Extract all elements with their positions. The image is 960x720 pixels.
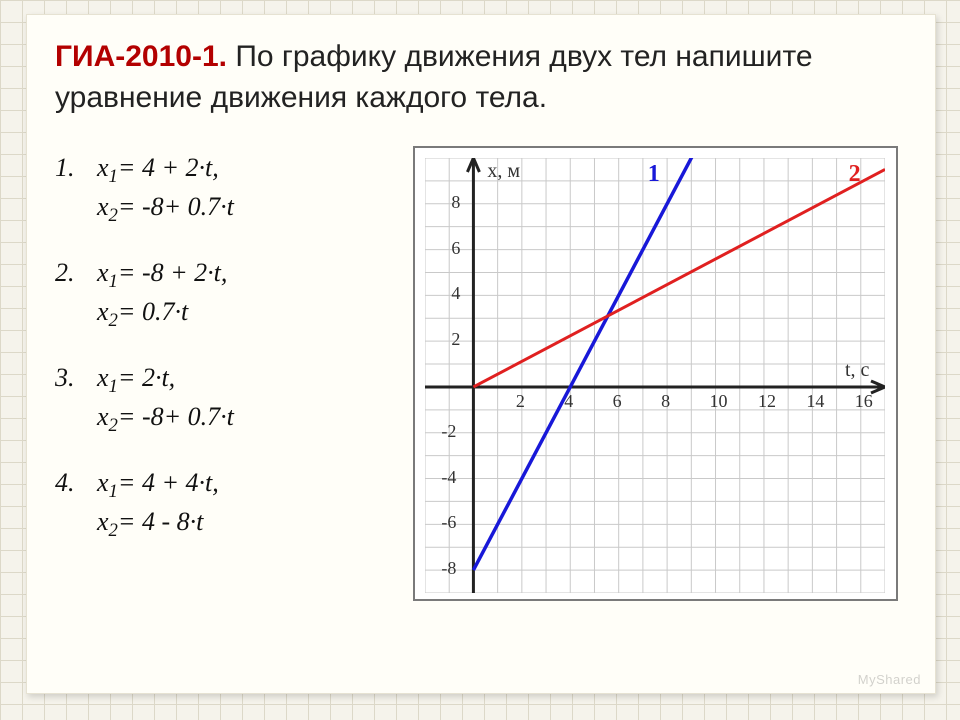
- line: x2= -8+ 0.7·t: [97, 399, 234, 438]
- tick-label: -4: [441, 467, 456, 488]
- option-3: 3. x1= 2·t, x2= -8+ 0.7·t: [55, 360, 395, 439]
- line: x1= 4 + 2·t,: [97, 150, 234, 189]
- tick-label: 6: [451, 238, 460, 259]
- option-number: 3.: [55, 360, 97, 439]
- chart-svg: [425, 158, 885, 593]
- tick-label: 10: [710, 391, 728, 412]
- line: x2= -8+ 0.7·t: [97, 189, 234, 228]
- option-number: 1.: [55, 150, 97, 229]
- graph-paper-background: ГИА-2010-1. По графику движения двух тел…: [0, 0, 960, 720]
- chart-frame: 2468101214162468-2-4-6-8t, сх, м12: [413, 146, 898, 601]
- tick-label: -8: [441, 558, 456, 579]
- tick-label: -2: [441, 421, 456, 442]
- tick-label: 2: [451, 329, 460, 350]
- tick-label: 12: [758, 391, 776, 412]
- option-4: 4. x1= 4 + 4·t, x2= 4 - 8·t: [55, 465, 395, 544]
- answer-options: 1. x1= 4 + 2·t, x2= -8+ 0.7·t 2. x1= -8 …: [55, 146, 395, 601]
- problem-title: ГИА-2010-1. По графику движения двух тел…: [55, 37, 907, 118]
- series-2: [473, 169, 885, 387]
- series-label-2: 2: [849, 161, 861, 188]
- option-body: x1= 4 + 2·t, x2= -8+ 0.7·t: [97, 150, 234, 229]
- option-body: x1= -8 + 2·t, x2= 0.7·t: [97, 255, 227, 334]
- series-label-1: 1: [648, 161, 660, 188]
- axis-label: х, м: [487, 160, 520, 183]
- line: x2= 0.7·t: [97, 294, 227, 333]
- line: x1= 2·t,: [97, 360, 234, 399]
- tick-label: 16: [855, 391, 873, 412]
- axis-label: t, с: [845, 359, 869, 382]
- tick-label: 14: [806, 391, 824, 412]
- title-prefix: ГИА-2010-1.: [55, 40, 227, 73]
- tick-label: 4: [451, 283, 460, 304]
- tick-label: 6: [613, 391, 622, 412]
- tick-label: 8: [451, 192, 460, 213]
- tick-label: -6: [441, 512, 456, 533]
- content-row: 1. x1= 4 + 2·t, x2= -8+ 0.7·t 2. x1= -8 …: [55, 146, 907, 601]
- tick-label: 8: [661, 391, 670, 412]
- line: x2= 4 - 8·t: [97, 504, 219, 543]
- option-number: 4.: [55, 465, 97, 544]
- option-number: 2.: [55, 255, 97, 334]
- option-body: x1= 2·t, x2= -8+ 0.7·t: [97, 360, 234, 439]
- tick-label: 2: [516, 391, 525, 412]
- option-body: x1= 4 + 4·t, x2= 4 - 8·t: [97, 465, 219, 544]
- tick-label: 4: [564, 391, 573, 412]
- option-2: 2. x1= -8 + 2·t, x2= 0.7·t: [55, 255, 395, 334]
- line: x1= -8 + 2·t,: [97, 255, 227, 294]
- watermark: MyShared: [858, 672, 921, 687]
- line: x1= 4 + 4·t,: [97, 465, 219, 504]
- slide-card: ГИА-2010-1. По графику движения двух тел…: [26, 14, 936, 694]
- option-1: 1. x1= 4 + 2·t, x2= -8+ 0.7·t: [55, 150, 395, 229]
- motion-chart: 2468101214162468-2-4-6-8t, сх, м12: [425, 158, 885, 593]
